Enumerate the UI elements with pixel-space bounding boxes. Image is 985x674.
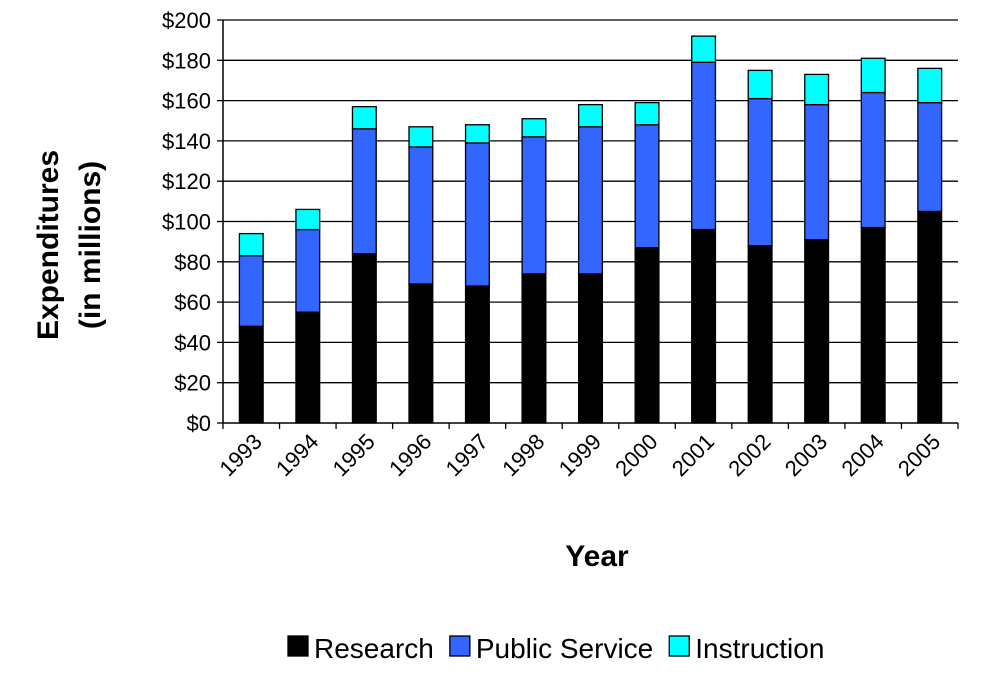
bar-research-2001 xyxy=(691,228,717,424)
x-tick-label: 2002 xyxy=(723,429,775,481)
legend-item-instruction: Instruction xyxy=(668,633,824,664)
y-axis-ticks: $0 $20 $40 $60 $80 $100 $120 $140 $160 $180 $200 xyxy=(162,8,223,436)
bar-stack-1995 xyxy=(351,105,377,424)
y-tick-label: $140 xyxy=(162,129,211,154)
bar-public-service-1993 xyxy=(238,255,264,327)
x-tick-label: 2004 xyxy=(836,429,888,481)
bar-stack-2000 xyxy=(634,101,660,424)
bar-instruction-1994 xyxy=(295,208,321,231)
bar-instruction-1997 xyxy=(464,124,490,144)
y-axis-title-line-2: (in millions) xyxy=(74,161,107,329)
bar-stack-1997 xyxy=(464,124,490,424)
y-tick-label: $200 xyxy=(162,8,211,33)
legend-item-public-service: Public Service xyxy=(449,633,653,664)
bar-stack-1998 xyxy=(521,118,547,424)
bar-public-service-1996 xyxy=(408,146,434,285)
bar-public-service-2000 xyxy=(634,124,660,249)
bar-public-service-2005 xyxy=(917,101,943,213)
bar-instruction-2003 xyxy=(804,73,830,106)
bars xyxy=(238,35,943,424)
legend-label: Public Service xyxy=(476,633,653,664)
y-tick-label: $20 xyxy=(174,371,211,396)
bar-research-2005 xyxy=(917,210,943,424)
bar-stack-2005 xyxy=(917,67,943,424)
bar-public-service-2004 xyxy=(860,91,886,229)
bar-research-1993 xyxy=(238,325,264,424)
y-tick-label: $160 xyxy=(162,89,211,114)
bar-public-service-1997 xyxy=(464,142,490,287)
y-tick-label: $60 xyxy=(174,290,211,315)
bar-instruction-1993 xyxy=(238,232,264,257)
x-tick-label: 1994 xyxy=(271,429,323,481)
x-tick-label: 1993 xyxy=(215,429,267,481)
bar-stack-1993 xyxy=(238,232,264,424)
legend-swatch xyxy=(449,635,471,657)
legend-label: Instruction xyxy=(695,633,824,664)
bar-instruction-2002 xyxy=(747,69,773,100)
y-tick-label: $0 xyxy=(187,411,211,436)
x-tick-label: 1997 xyxy=(441,429,493,481)
bar-research-1999 xyxy=(577,273,604,424)
bar-instruction-1995 xyxy=(351,105,377,130)
bar-public-service-2003 xyxy=(804,103,830,241)
bar-instruction-2005 xyxy=(917,67,943,104)
x-tick-label: 2000 xyxy=(610,429,662,481)
legend-swatch xyxy=(668,635,690,657)
bar-research-1994 xyxy=(295,311,321,424)
x-tick-label: 1995 xyxy=(328,429,380,481)
bar-stack-1996 xyxy=(408,126,434,424)
legend-swatch xyxy=(287,635,309,657)
bar-stack-1994 xyxy=(295,208,321,424)
bar-instruction-1999 xyxy=(577,103,604,128)
bar-stack-2001 xyxy=(691,35,717,424)
bar-instruction-1996 xyxy=(408,126,434,148)
x-tick-label: 2001 xyxy=(667,429,719,481)
bar-public-service-1995 xyxy=(351,128,377,255)
bar-research-2002 xyxy=(747,245,773,424)
bar-public-service-2002 xyxy=(747,97,773,247)
bar-stack-1999 xyxy=(577,103,604,424)
bar-public-service-1994 xyxy=(295,228,321,313)
bar-stack-2004 xyxy=(860,57,886,424)
bar-stack-2002 xyxy=(747,69,773,424)
x-tick-label: 1999 xyxy=(554,429,606,481)
x-tick-label: 2003 xyxy=(780,429,832,481)
bar-public-service-1998 xyxy=(521,136,547,275)
legend-label: Research xyxy=(314,633,434,664)
bar-instruction-2004 xyxy=(860,57,886,94)
y-tick-label: $100 xyxy=(162,210,211,235)
y-tick-label: $40 xyxy=(174,330,211,355)
legend-item-research: Research xyxy=(287,633,434,664)
y-tick-label: $120 xyxy=(162,169,211,194)
bar-research-1996 xyxy=(408,283,434,424)
bar-research-1998 xyxy=(521,273,547,424)
x-axis-title: Year xyxy=(565,540,629,573)
x-tick-label: 1998 xyxy=(497,429,549,481)
bar-research-2003 xyxy=(804,238,830,424)
bar-stack-2003 xyxy=(804,73,830,424)
y-tick-label: $180 xyxy=(162,48,211,73)
bar-research-2000 xyxy=(634,247,660,424)
legend: Research Public Service Instruction xyxy=(287,633,824,664)
y-axis-title: Expenditures (in millions) xyxy=(32,150,107,340)
bar-public-service-2001 xyxy=(691,61,717,231)
x-tick-label: 2005 xyxy=(893,429,945,481)
bar-public-service-1999 xyxy=(577,126,604,275)
y-axis-title-line-1: Expenditures xyxy=(32,150,65,340)
bar-instruction-2001 xyxy=(691,35,717,63)
x-tick-label: 1996 xyxy=(384,429,436,481)
x-axis-ticks: 1993 1994 1995 1996 1997 1998 1999 2000 2001 2002… xyxy=(215,423,959,481)
bar-research-1995 xyxy=(351,253,377,424)
bar-instruction-2000 xyxy=(634,101,660,126)
bar-instruction-1998 xyxy=(521,118,547,138)
bar-research-1997 xyxy=(464,285,490,424)
bar-research-2004 xyxy=(860,226,886,424)
y-tick-label: $80 xyxy=(174,250,211,275)
